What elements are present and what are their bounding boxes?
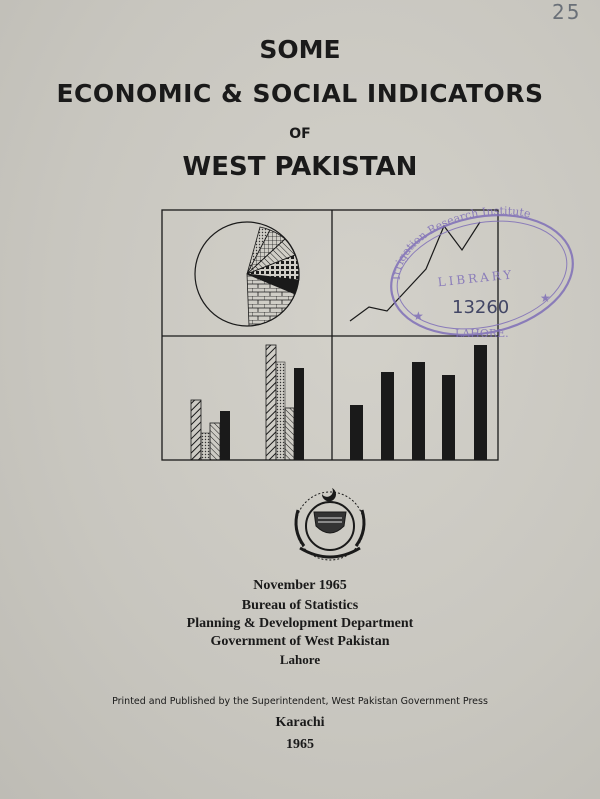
grouped-bar-illustration <box>190 344 304 461</box>
stamp-city: LAHORE. <box>455 327 509 340</box>
stamp-star-icon: ★ <box>413 309 424 323</box>
publisher-city: Lahore <box>279 652 321 667</box>
publication-date: November 1965 <box>253 578 347 593</box>
pie-illustration <box>194 221 300 327</box>
publisher-government: Government of West Pakistan <box>210 634 390 649</box>
bar-illustration <box>350 345 487 460</box>
print-year: 1965 <box>286 737 314 752</box>
printer-line: Printed and Published by the Superintend… <box>112 696 488 707</box>
print-city: Karachi <box>275 715 325 730</box>
stamp-star-icon: ★ <box>540 291 551 305</box>
handwritten-number: 25 <box>552 0 582 24</box>
title-line-2: ECONOMIC & SOCIAL INDICATORS <box>56 79 544 108</box>
title-line-1: SOME <box>259 35 341 64</box>
government-emblem <box>294 488 366 561</box>
stamp-number: 13260 <box>452 297 509 318</box>
publisher-department: Planning & Development Department <box>186 616 414 631</box>
chart-frame <box>161 209 499 461</box>
title-line-4: WEST PAKISTAN <box>182 152 418 182</box>
title-line-3: OF <box>289 126 311 142</box>
stamp-library: LIBRARY <box>437 267 515 289</box>
library-stamp: Irrigation Research Institute LIBRARY 13… <box>390 204 574 340</box>
line-illustration <box>349 221 481 322</box>
publisher-bureau: Bureau of Statistics <box>241 598 359 613</box>
